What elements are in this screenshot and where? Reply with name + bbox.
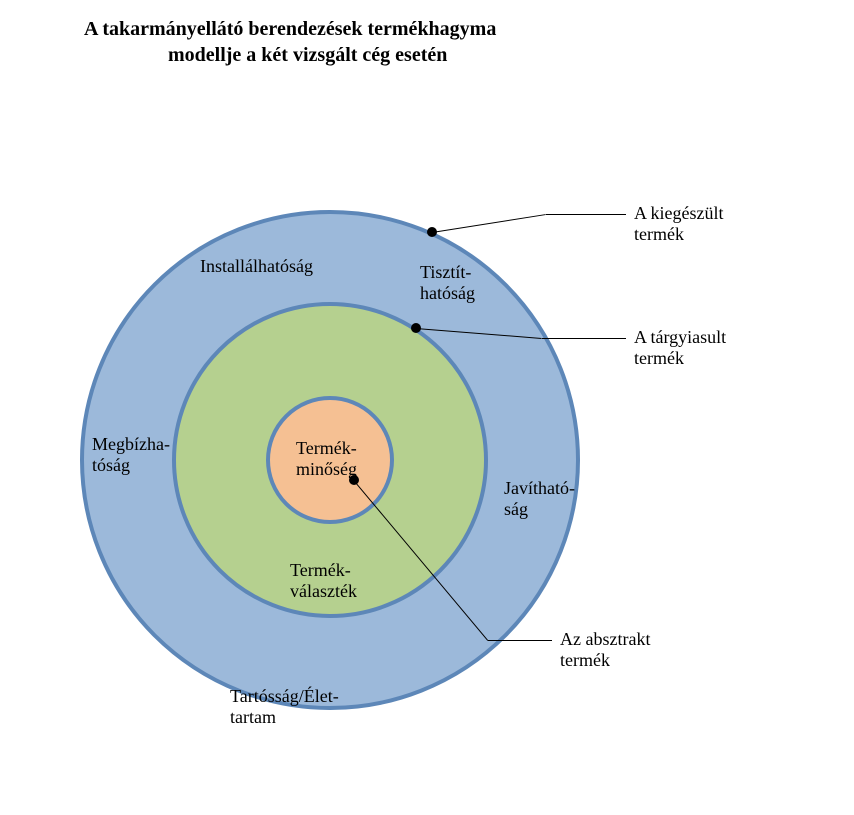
ring-label-valasztek: Termék- választék	[290, 560, 357, 602]
callout-label-kiegeszult: A kiegészült termék	[634, 203, 723, 245]
ring-label-megbiz: Megbízha- tóság	[92, 434, 170, 476]
ring-label-javit: Javítható- ság	[504, 478, 575, 520]
callout-segment	[542, 338, 626, 339]
callout-label-targyiasult: A tárgyiasult termék	[634, 327, 726, 369]
ring-label-tartos: Tartósság/Élet- tartam	[230, 686, 339, 728]
callout-segment	[432, 214, 546, 233]
title-line-2: modellje a két vizsgált cég esetén	[168, 44, 447, 67]
ring-label-tisztit: Tisztít- hatóság	[420, 262, 475, 304]
title-line-1: A takarmányellátó berendezések termékhag…	[84, 18, 496, 41]
callout-segment	[488, 640, 552, 641]
callout-dot-targyiasult	[411, 323, 421, 333]
callout-dot-kiegeszult	[427, 227, 437, 237]
ring-label-install: Installálhatóság	[200, 256, 313, 277]
callout-segment	[546, 214, 626, 215]
ring-label-minoseg: Termék- minőség	[296, 438, 357, 480]
callout-label-absztrakt: Az absztrakt termék	[560, 629, 650, 671]
diagram-stage: A takarmányellátó berendezések termékhag…	[0, 0, 854, 815]
